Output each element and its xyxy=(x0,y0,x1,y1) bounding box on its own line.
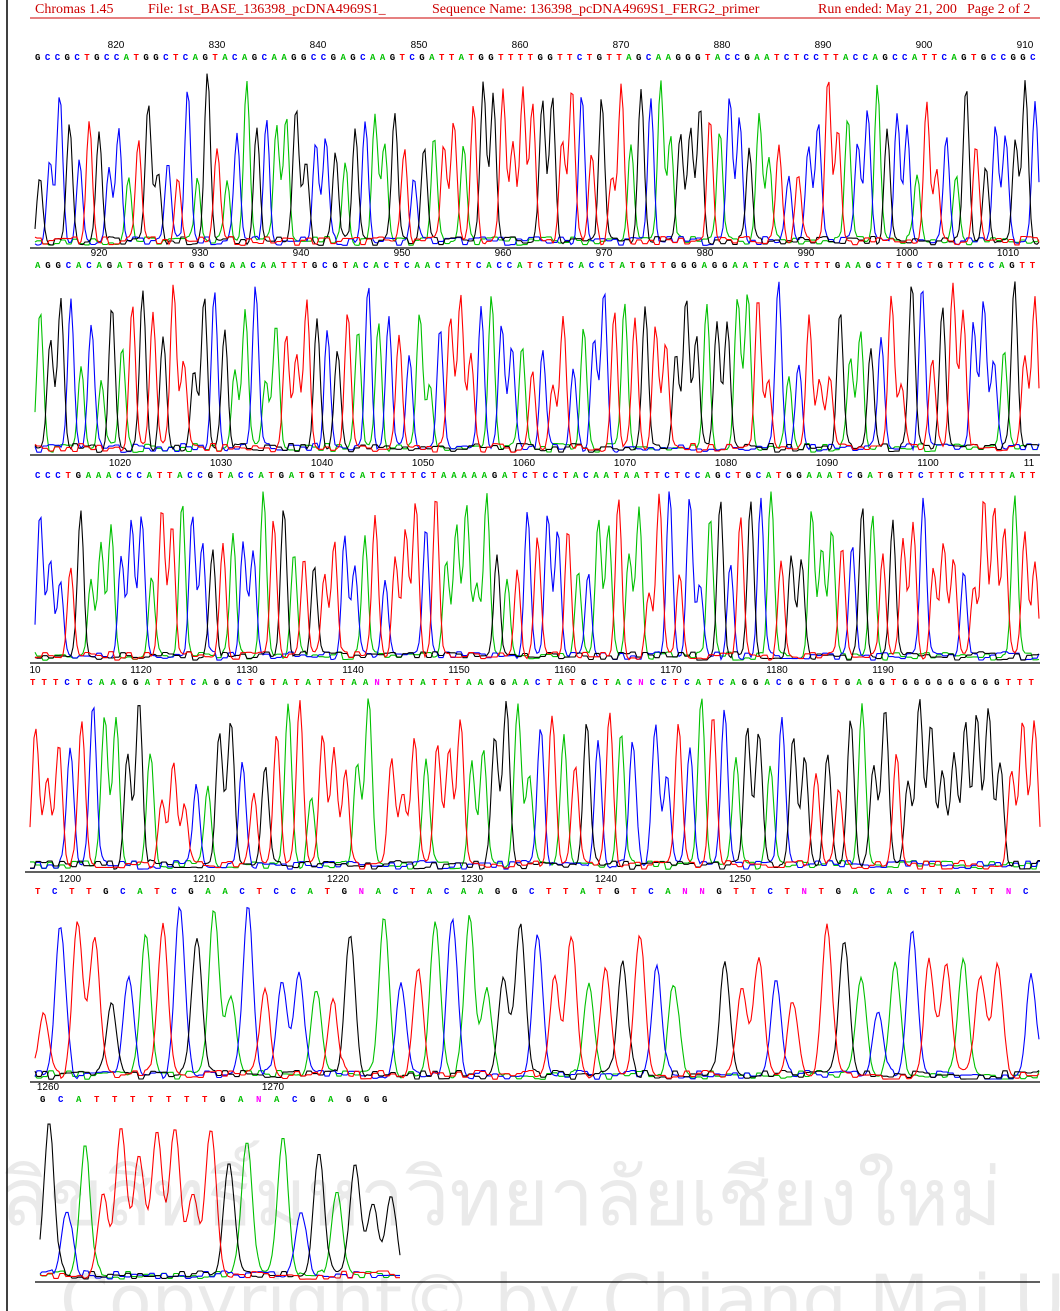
trace-t xyxy=(29,700,1041,870)
trace-panel: 820 830 840 850 860 870 880 890 900 910 G C C G C T G C C A… xyxy=(30,40,1040,249)
position-label: 1050 xyxy=(412,458,435,469)
trace-a xyxy=(34,910,1040,1080)
position-label: 830 xyxy=(209,40,226,51)
trace-panel: 920 930 940 950 960 970 980 990 1000 1010 A G G C A C A G… xyxy=(30,248,1040,456)
position-label: 1040 xyxy=(311,458,334,469)
position-label: 1130 xyxy=(236,665,258,676)
position-label: 1100 xyxy=(917,458,939,469)
position-label: 1180 xyxy=(766,665,788,676)
trace-g xyxy=(34,501,1040,661)
position-label: 1260 xyxy=(37,1082,60,1093)
trace-a xyxy=(34,491,1040,661)
trace-t xyxy=(34,493,1040,661)
position-label: 1250 xyxy=(729,874,752,885)
position-label: 1170 xyxy=(660,665,682,676)
position-label: 10 xyxy=(29,665,41,676)
position-label: 910 xyxy=(1017,40,1034,51)
watermark-english: Copyright© by Chiang Mai University xyxy=(60,1260,1060,1311)
trace-c xyxy=(34,91,1040,246)
position-label: 1200 xyxy=(59,874,82,885)
trace-panel: 1020 1030 1040 1050 1060 1070 1080 1090 1100 11 C C… xyxy=(30,458,1040,664)
trace-panel: 1260 1270 G C A T T T T T T T G A N A C G A G G G xyxy=(35,1082,1040,1283)
trace-panels: 820 830 840 850 860 870 880 890 900 910 G C C G C T G C C A… xyxy=(25,40,1041,1283)
trace-g xyxy=(39,1123,401,1280)
position-label: 890 xyxy=(815,40,832,51)
position-label: 1080 xyxy=(715,458,738,469)
position-label: 11 xyxy=(1024,458,1035,469)
position-label: 1020 xyxy=(109,458,132,469)
trace-t xyxy=(39,1128,400,1280)
trace-a xyxy=(30,698,1040,870)
position-label: 930 xyxy=(192,248,209,259)
position-label: 1270 xyxy=(262,1082,285,1093)
trace-panel: 10 1120 1130 1140 1150 1160 1170 1180 1190 T T T C T C… xyxy=(25,665,1041,873)
position-label: 820 xyxy=(108,40,125,51)
trace-g xyxy=(30,699,1040,870)
position-label: 960 xyxy=(495,248,512,259)
position-label: 1010 xyxy=(997,248,1020,259)
page-number: Page 2 of 2 xyxy=(967,2,1030,17)
trace-t xyxy=(34,81,1040,246)
position-label: 1150 xyxy=(448,665,470,676)
position-label: 1240 xyxy=(595,874,618,885)
trace-c xyxy=(34,905,1040,1080)
position-label: 880 xyxy=(714,40,731,51)
trace-panel: 1200 1210 1220 1230 1240 1250 T C T T G C A T C G A A C T C C… xyxy=(30,874,1040,1083)
file-name: File: 1st_BASE_136398_pcDNA4969S1_ xyxy=(148,2,387,17)
position-label: 1210 xyxy=(193,874,216,885)
position-label: 1070 xyxy=(614,458,637,469)
position-label: 850 xyxy=(411,40,428,51)
watermark-thai: ลิขสิทธิ์มหาวิทยาลัยเชียงใหม่ xyxy=(0,1140,1002,1244)
trace-g xyxy=(34,73,1040,246)
position-label: 920 xyxy=(91,248,108,259)
position-label: 870 xyxy=(613,40,630,51)
position-label: 1090 xyxy=(816,458,839,469)
position-label: 840 xyxy=(310,40,327,51)
position-label: 1160 xyxy=(554,665,576,676)
trace-a xyxy=(39,1138,400,1280)
trace-c xyxy=(34,281,1040,453)
position-label: 1140 xyxy=(342,665,364,676)
position-label: 1060 xyxy=(513,458,536,469)
position-label: 940 xyxy=(293,248,310,259)
position-label: 990 xyxy=(798,248,815,259)
trace-t xyxy=(34,921,1040,1080)
trace-c xyxy=(39,1211,400,1280)
position-label: 980 xyxy=(697,248,714,259)
sequence-name: Sequence Name: 136398_pcDNA4969S1_FERG2_… xyxy=(432,2,760,17)
position-label: 1120 xyxy=(130,665,152,676)
trace-g xyxy=(34,281,1040,453)
position-label: 900 xyxy=(916,40,933,51)
position-label: 860 xyxy=(512,40,529,51)
position-label: 950 xyxy=(394,248,411,259)
position-label: 970 xyxy=(596,248,613,259)
trace-t xyxy=(34,282,1040,453)
trace-a xyxy=(34,80,1040,246)
position-label: 1000 xyxy=(896,248,919,259)
position-label: 1030 xyxy=(210,458,233,469)
trace-g xyxy=(34,923,1040,1080)
trace-c xyxy=(30,706,1040,870)
position-label: 1230 xyxy=(461,874,484,885)
trace-c xyxy=(34,491,1040,661)
position-label: 1220 xyxy=(327,874,350,885)
program-name: Chromas 1.45 xyxy=(35,2,114,17)
run-ended: Run ended: May 21, 200 xyxy=(818,2,957,17)
position-label: 1190 xyxy=(872,665,894,676)
